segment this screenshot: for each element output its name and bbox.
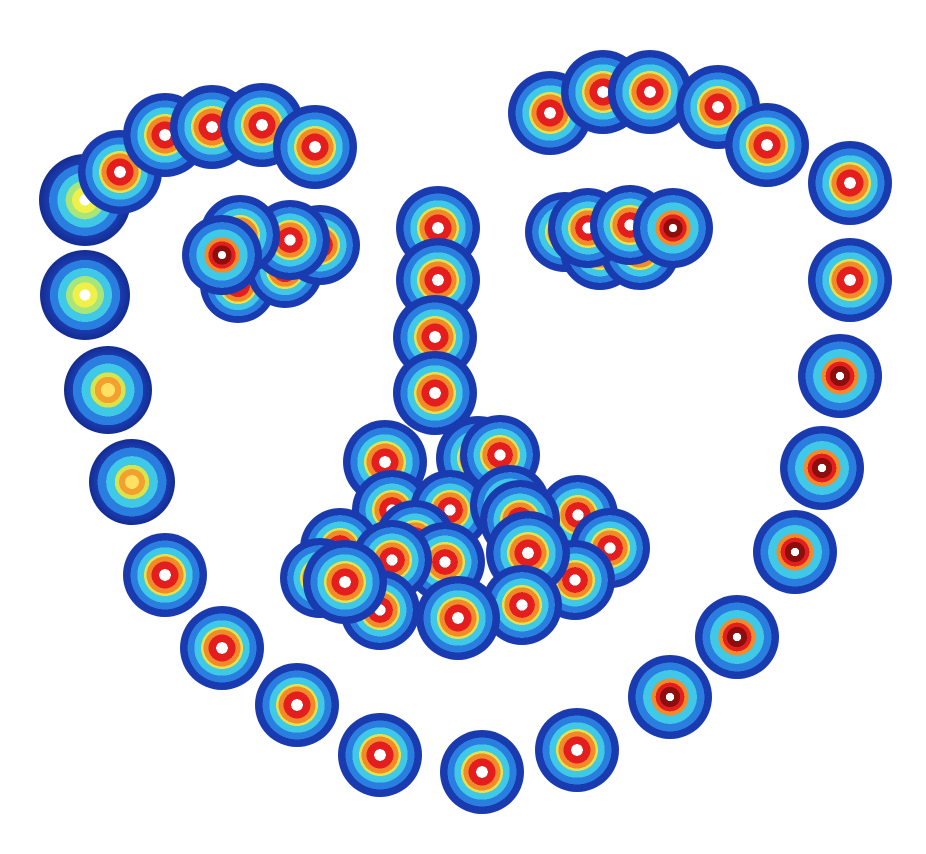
heat-spot — [798, 334, 882, 418]
heat-spot — [182, 215, 262, 295]
heat-spot — [180, 606, 264, 690]
heat-spot — [273, 105, 357, 189]
heat-spot — [440, 730, 524, 814]
heat-spot — [753, 510, 837, 594]
heat-spot — [416, 576, 500, 660]
heat-spot — [695, 595, 779, 679]
heat-spot — [482, 565, 562, 645]
heat-spot — [628, 655, 712, 739]
heat-spot — [255, 663, 339, 747]
heat-spot — [123, 533, 207, 617]
heat-spot — [633, 188, 713, 268]
heat-spot — [808, 238, 892, 322]
heat-spot — [808, 141, 892, 225]
heat-spot — [725, 103, 809, 187]
heat-spot — [608, 50, 692, 134]
heat-spot — [338, 713, 422, 797]
heat-spot — [780, 426, 864, 510]
heat-spot — [303, 540, 387, 624]
heat-spot — [89, 439, 175, 525]
heat-spot — [535, 708, 619, 792]
heat-spot — [40, 250, 130, 340]
heat-spot — [64, 346, 152, 434]
heat-spot — [393, 351, 477, 435]
